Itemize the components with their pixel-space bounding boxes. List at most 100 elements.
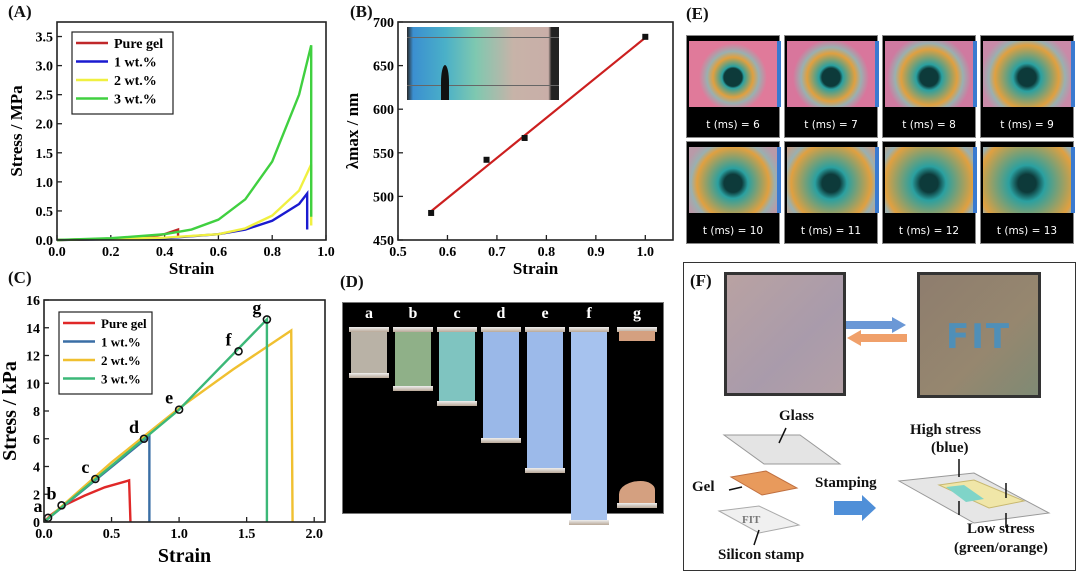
low-stress-label: Low stress	[967, 521, 1035, 537]
legend	[58, 311, 153, 395]
x-tick-label: 0.8	[263, 245, 281, 260]
frame-image	[689, 41, 781, 107]
gel-strip-g	[617, 327, 657, 508]
plot-frame	[56, 21, 327, 241]
panel-c-label: (C)	[8, 268, 32, 287]
gel-strip-f	[569, 327, 609, 525]
frame-image	[983, 147, 1075, 213]
chart-b: 0.5 0.6 0.7 0.8 0.9 1.0 450 500 550 600 650 700 Stra…	[343, 16, 674, 278]
y-tick-label: 0	[33, 516, 40, 531]
data-point	[483, 156, 490, 163]
gel-strip-c	[437, 327, 477, 406]
panel-f: (F) FIT FIT Glass Gel Silicon stamp	[683, 262, 1076, 571]
x-tick-label: 0.2	[102, 245, 120, 260]
panel-d-label: (D)	[340, 272, 364, 291]
glass-label: Glass	[779, 408, 815, 424]
panel-f-label: (F)	[690, 271, 712, 290]
legend-label: 3 wt.%	[101, 372, 141, 387]
fit-pattern: FIT	[946, 317, 1012, 357]
frame-image	[787, 147, 879, 213]
video-frame: t (ms) = 8	[882, 35, 977, 138]
gel-strip-a	[349, 327, 389, 378]
video-frame: t (ms) = 11	[784, 141, 879, 244]
frame-image	[787, 41, 879, 107]
x-tick-label: 0.6	[210, 245, 228, 260]
frame-image	[885, 147, 977, 213]
data-point	[642, 33, 649, 40]
x-tick-label: 0.0	[48, 245, 66, 260]
data-point	[521, 134, 528, 141]
panel-a-label: (A)	[8, 2, 32, 21]
legend-label: 2 wt.%	[114, 74, 157, 89]
series-line-4	[56, 44, 313, 242]
x-tick-label: 0.8	[538, 245, 556, 260]
x-tick-label: 0.4	[156, 245, 174, 260]
frame-image	[983, 41, 1075, 107]
x-axis-label: Strain	[169, 259, 215, 278]
gel-strip-b	[393, 327, 433, 391]
video-frame: t (ms) = 12	[882, 141, 977, 244]
chart-a: 0.0 0.2 0.4 0.6 0.8 1.0 0.0 0.5 1.0 1.5 2.0 2.5 3.0 3…	[7, 21, 335, 278]
marker-label: c	[81, 457, 89, 477]
sample-label: b	[408, 305, 418, 322]
legend-label: 3 wt.%	[114, 93, 157, 108]
y-axis-label: Stress / kPa	[0, 361, 21, 461]
gel-label: Gel	[692, 479, 715, 495]
y-tick-label: 0.0	[36, 234, 54, 249]
x-tick-label: 0.9	[587, 245, 605, 260]
gel-strip-e	[525, 327, 565, 473]
x-tick-label: 1.0	[317, 245, 335, 260]
stamping-arrow	[834, 495, 876, 521]
x-tick-label: 1.0	[637, 245, 655, 260]
panel-f-diagram: FIT	[717, 317, 1051, 546]
stamp-arrow	[753, 529, 760, 546]
frame-time-label: t (ms) = 8	[902, 119, 956, 131]
high-stress-region	[946, 485, 984, 502]
panel-e-label: (E)	[686, 4, 709, 23]
y-tick-label: 6	[33, 433, 40, 448]
y-tick-label: 1.5	[36, 147, 54, 162]
series-line-4	[43, 316, 269, 523]
high-stress-label: High stress	[910, 422, 981, 438]
panel-e-frames: t (ms) = 6 t (ms) = 7 t (ms) = 8 t (ms) = 9…	[686, 35, 1078, 247]
y-tick-label: 2.0	[36, 118, 54, 133]
silicon-stamp	[717, 505, 801, 534]
legend-label: 1 wt.%	[101, 335, 141, 350]
x-tick-label: 0.5	[389, 245, 407, 260]
data-point	[428, 209, 435, 216]
y-tick-label: 500	[373, 190, 394, 205]
glass-plate	[722, 434, 842, 465]
y-tick-label: 550	[373, 147, 394, 162]
plot-frame	[43, 299, 326, 523]
marker-point	[139, 434, 149, 444]
sample-label: e	[541, 305, 549, 322]
legend-label: 2 wt.%	[101, 353, 141, 368]
gel-photo-after: FIT	[917, 272, 1041, 398]
legend-label: 1 wt.%	[114, 56, 157, 71]
y-tick-label: 2	[33, 488, 40, 503]
legend-label: Pure gel	[101, 316, 147, 331]
stamping-label: Stamping	[815, 475, 877, 491]
video-frame: t (ms) = 9	[980, 35, 1075, 138]
x-tick-label: 1.0	[170, 527, 188, 542]
y-tick-label: 650	[373, 60, 394, 75]
frame-time-label: t (ms) = 11	[800, 225, 862, 237]
marker-point	[174, 405, 184, 414]
series-line-3	[43, 328, 294, 523]
gel-layer	[729, 470, 799, 496]
plot-frame	[397, 21, 674, 241]
marker-label: b	[47, 483, 57, 503]
series-line-3	[56, 163, 313, 242]
low-stress-color: (green/orange)	[954, 540, 1048, 556]
y-tick-label: 12	[26, 350, 40, 365]
y-tick-label: 700	[373, 16, 394, 31]
fit-line	[430, 36, 646, 213]
y-tick-label: 1.0	[36, 176, 54, 191]
sample-label: d	[496, 305, 506, 322]
marker-label: g	[252, 297, 261, 317]
x-tick-label: 0.7	[488, 245, 506, 260]
marker-label: a	[34, 496, 43, 516]
y-tick-label: 450	[373, 234, 394, 249]
x-axis-label: Strain	[158, 545, 211, 567]
